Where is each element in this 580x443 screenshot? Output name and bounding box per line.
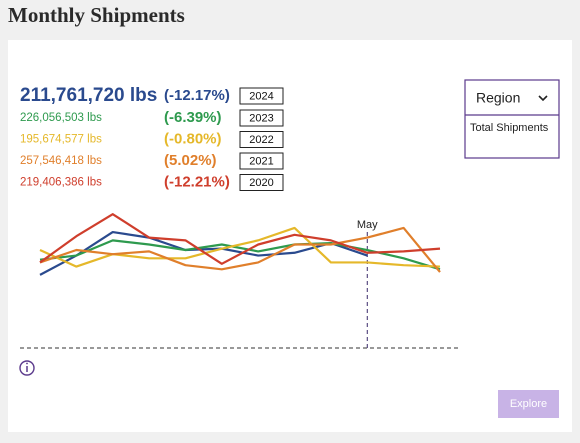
- region-dropdown[interactable]: Region: [464, 79, 560, 159]
- total-value: 211,761,720 lbs: [20, 85, 157, 106]
- year-label: 2021: [249, 155, 273, 167]
- option-box: Total Shipments: [470, 122, 549, 134]
- total-value: 195,674,577 lbs: [20, 134, 102, 146]
- year-button[interactable]: [239, 152, 284, 170]
- total-value: 226,056,503 lbs: [20, 112, 102, 124]
- dropdown-frame: [464, 79, 560, 159]
- series-line: [39, 239, 441, 271]
- info-icon[interactable]: [19, 360, 35, 376]
- change-value: (-6.39%): [164, 109, 222, 126]
- year-label: 2024: [249, 90, 273, 102]
- total-value: 219,406,386 lbs: [20, 177, 102, 189]
- change-value: (5.02%): [164, 152, 217, 169]
- total-value: 257,546,418 lbs: [20, 155, 102, 167]
- year-label: 2020: [249, 177, 273, 189]
- info-dot: [26, 362, 28, 365]
- year-button[interactable]: [239, 87, 284, 105]
- year-label: 2023: [249, 112, 273, 124]
- series-line: [39, 230, 368, 276]
- series-line: [39, 226, 441, 268]
- year-label: 2022: [249, 134, 273, 146]
- year-button[interactable]: [239, 174, 284, 191]
- explore-label: Explore: [510, 398, 547, 410]
- year-button[interactable]: [239, 131, 284, 148]
- page-title: Monthly Shipments: [8, 3, 185, 27]
- series-line: [39, 213, 441, 265]
- dropdown-label: Region: [476, 90, 520, 106]
- change-value: (-12.21%): [164, 173, 230, 190]
- chevron: [538, 95, 548, 102]
- category-label: May: [357, 219, 378, 231]
- explore-button[interactable]: [498, 390, 559, 418]
- year-button[interactable]: [239, 109, 284, 127]
- change-value: (-0.80%): [164, 130, 222, 147]
- change-value: (-12.17%): [164, 87, 230, 104]
- dropdown-option[interactable]: Total Shipments: [470, 122, 549, 134]
- info-circle: [19, 360, 35, 376]
- series-line: [39, 226, 441, 273]
